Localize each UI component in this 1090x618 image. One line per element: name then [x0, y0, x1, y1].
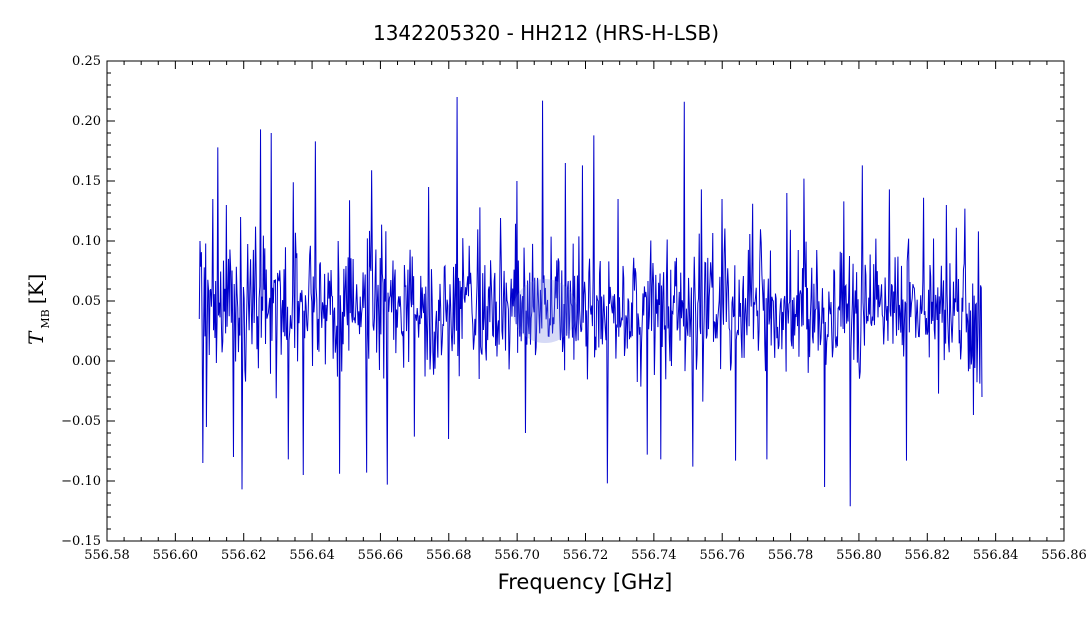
x-tick-label: 556.70 — [494, 548, 540, 563]
y-axis-subscript: MB — [39, 309, 52, 328]
y-axis-unit: [K] — [24, 274, 48, 305]
x-tick-label: 556.78 — [768, 548, 814, 563]
plot-frame — [106, 60, 1065, 542]
spectrum-series-line — [198, 96, 983, 507]
x-tick-label: 556.62 — [221, 548, 267, 563]
x-tick-label: 556.74 — [631, 548, 677, 563]
axis-ticks: 556.58 556.60 556.62 556.64 556.66 556.68 556.… — [61, 54, 1087, 563]
y-tick-label: 0.05 — [72, 294, 101, 309]
y-axis-symbol: T — [24, 330, 48, 345]
series-layer — [198, 96, 983, 507]
x-axis-label: Frequency [GHz] — [498, 570, 673, 594]
x-tick-label: 556.80 — [836, 548, 882, 563]
y-axis-label: T MB [K] — [24, 274, 52, 345]
chart-title: 1342205320 - HH212 (HRS-H-LSB) — [373, 21, 719, 45]
svg-text:TMB[K]: T MB [K] — [24, 274, 52, 345]
y-tick-label: −0.15 — [61, 534, 101, 549]
y-tick-label: −0.05 — [61, 414, 101, 429]
y-tick-label: 0.15 — [72, 174, 101, 189]
cursor-highlight — [513, 279, 577, 343]
x-tick-label: 556.58 — [84, 548, 130, 563]
x-tick-label: 556.72 — [563, 548, 609, 563]
x-tick-label: 556.68 — [426, 548, 472, 563]
x-tick-label: 556.66 — [358, 548, 404, 563]
y-tick-label: −0.10 — [61, 474, 101, 489]
y-tick-label: 0.25 — [72, 54, 101, 69]
x-tick-label: 556.60 — [153, 548, 199, 563]
y-tick-label: 0.00 — [72, 354, 101, 369]
x-tick-label: 556.64 — [289, 548, 335, 563]
x-tick-label: 556.86 — [1041, 548, 1087, 563]
x-tick-label: 556.76 — [699, 548, 745, 563]
y-tick-label: 0.10 — [72, 234, 101, 249]
x-tick-label: 556.84 — [973, 548, 1019, 563]
y-tick-label: 0.20 — [72, 114, 101, 129]
x-tick-label: 556.82 — [905, 548, 951, 563]
